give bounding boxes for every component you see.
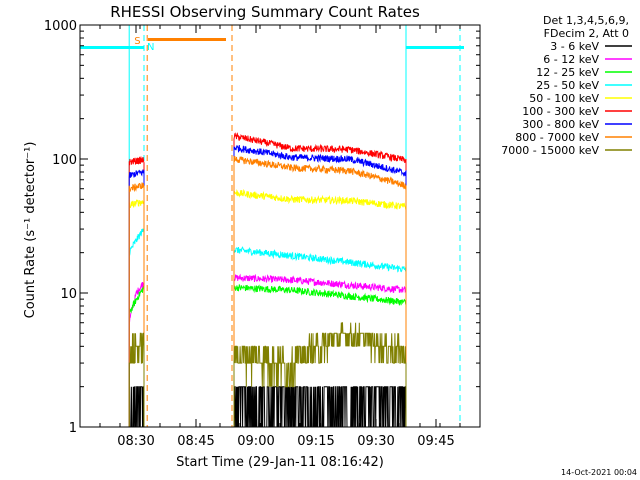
series-line-6-1 (233, 144, 407, 427)
series-line-0-0 (128, 386, 145, 428)
series-line-0-1 (233, 386, 407, 428)
series-3 (128, 228, 407, 427)
legend-header-1: FDecim 2, Att 0 (544, 27, 629, 40)
series-line-8-1 (233, 322, 407, 427)
plot-area: SN (80, 25, 464, 428)
x-tick-label-1: 08:45 (177, 434, 214, 449)
series-2 (128, 283, 407, 427)
legend: Det 1,3,4,5,6,9,FDecim 2, Att 03 - 6 keV… (501, 14, 632, 157)
series-0 (128, 386, 407, 428)
saa-flag-label: S (134, 36, 140, 47)
x-tick-label-2: 09:00 (237, 434, 274, 449)
series-line-1-1 (233, 273, 407, 427)
x-tick-label-3: 09:15 (297, 434, 334, 449)
legend-label-2: 12 - 25 keV (536, 66, 599, 79)
x-axis-label: Start Time (29-Jan-11 08:16:42) (176, 455, 384, 470)
footer-timestamp: 14-Oct-2021 00:04 (561, 468, 637, 477)
x-tick-label-5: 09:45 (417, 434, 454, 449)
legend-label-4: 50 - 100 keV (529, 92, 599, 105)
legend-label-6: 300 - 800 keV (522, 118, 599, 131)
night-flag-label: N (147, 42, 154, 53)
legend-label-8: 7000 - 15000 keV (501, 144, 599, 157)
axes: 1 10 100 1000 08:30 08:45 09:00 09:15 09:30 09:45 (44, 19, 481, 449)
y-axis-label: Count Rate (s⁻¹ detector⁻¹) (23, 142, 38, 319)
series-7 (128, 156, 407, 427)
series-line-7-1 (233, 156, 407, 427)
y-tick-label-3: 1000 (44, 19, 77, 34)
plot-frame (79, 24, 481, 428)
series-line-4-0 (128, 199, 145, 427)
legend-label-7: 800 - 7000 keV (515, 131, 599, 144)
series-line-5-0 (128, 156, 145, 427)
series-line-4-1 (233, 188, 407, 427)
legend-label-1: 6 - 12 keV (543, 53, 599, 66)
series-6 (128, 144, 407, 427)
y-tick-label-2: 100 (52, 153, 77, 168)
legend-header-0: Det 1,3,4,5,6,9, (543, 14, 629, 27)
series-8 (128, 322, 407, 427)
series-line-3-0 (128, 228, 145, 427)
legend-label-0: 3 - 6 keV (550, 40, 599, 53)
y-tick-label-0: 1 (69, 421, 77, 436)
y-tick-label-1: 10 (60, 287, 77, 302)
chart-title: RHESSI Observing Summary Count Rates (110, 3, 420, 21)
legend-label-5: 100 - 300 keV (522, 105, 599, 118)
series-line-3-1 (233, 246, 407, 427)
series-line-5-1 (233, 132, 407, 427)
series-4 (128, 188, 407, 427)
series-line-2-0 (128, 285, 145, 427)
x-tick-label-0: 08:30 (117, 434, 154, 449)
legend-label-3: 25 - 50 keV (536, 79, 599, 92)
series-5 (128, 132, 407, 427)
series-line-2-1 (233, 283, 407, 427)
series-line-8-0 (128, 332, 145, 427)
series-line-6-0 (128, 169, 145, 427)
series-line-7-0 (128, 182, 145, 427)
x-tick-label-4: 09:30 (357, 434, 394, 449)
